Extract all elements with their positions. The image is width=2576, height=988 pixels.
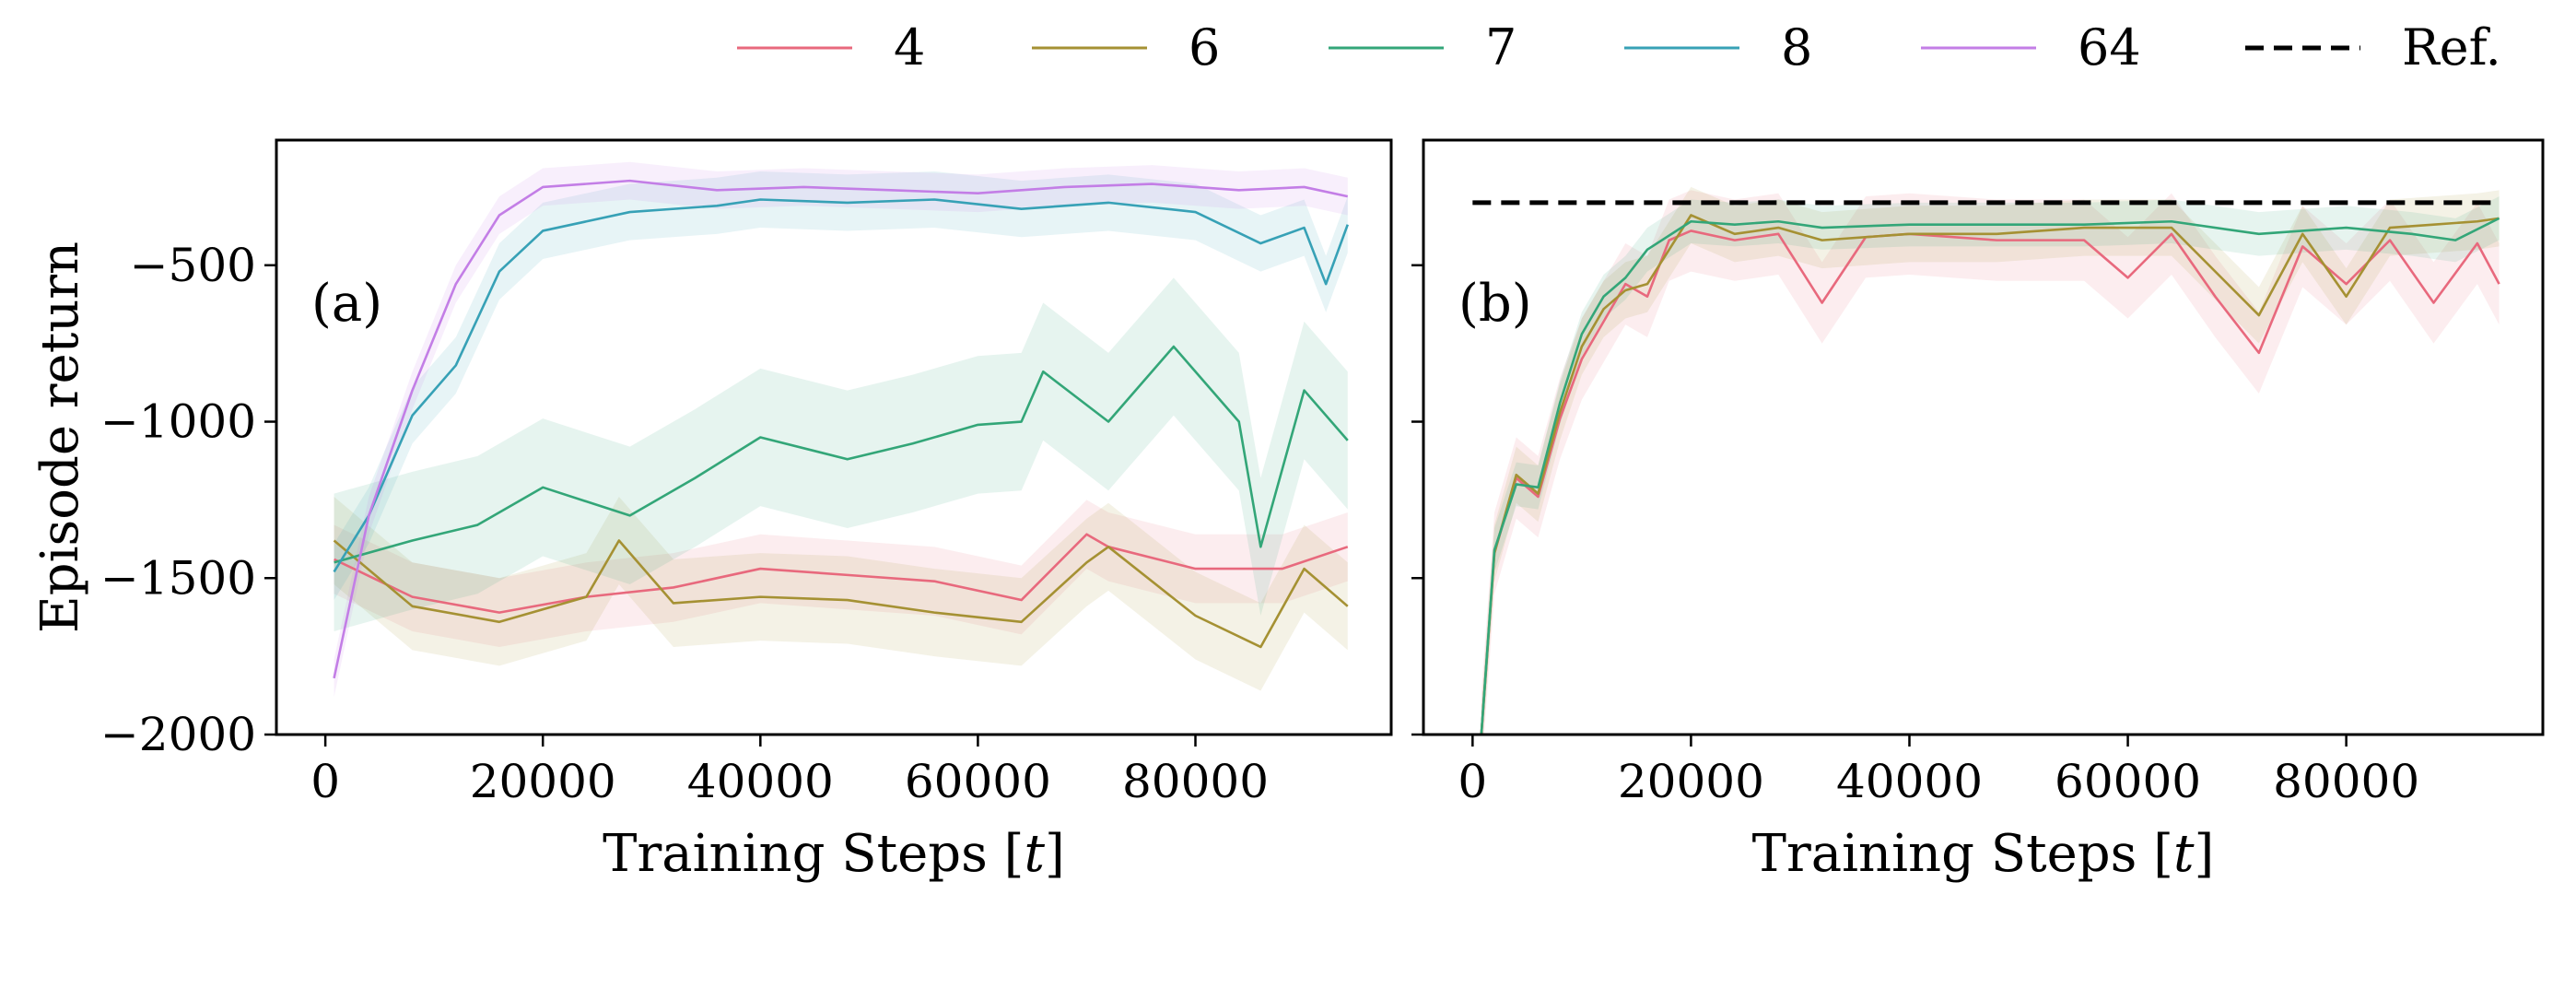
- y-tick-label: −2000: [100, 708, 256, 761]
- legend-label-4: 4: [894, 18, 925, 76]
- legend-label-64: 64: [2078, 18, 2141, 76]
- legend-label-7: 7: [1485, 18, 1516, 76]
- legend: 4 6 7 8 64 Ref.: [737, 18, 2501, 76]
- y-axis-title: Episode return: [30, 241, 90, 633]
- series-line-6: [333, 539, 1349, 649]
- x-tick-label: 0: [310, 755, 340, 808]
- x-tick-label: 80000: [1122, 755, 1269, 808]
- series-band-4: [1481, 190, 2500, 735]
- x-axis-title-var: t: [1024, 824, 1045, 884]
- series-line-4: [334, 533, 1349, 614]
- x-axis-title-part: Training Steps [: [1752, 824, 2173, 884]
- series-band-8: [334, 171, 1348, 601]
- x-tick-label: 40000: [687, 755, 834, 808]
- series-band-6: [334, 497, 1348, 691]
- x-tick-label: 60000: [2055, 755, 2201, 808]
- plot-area: [333, 161, 1350, 698]
- panel-a-chart: 0 20000 40000 60000 80000 −2000 −1500 −1000 −500…: [30, 138, 1393, 884]
- x-tick-label: 20000: [1618, 755, 1764, 808]
- x-tick-label: 40000: [1836, 755, 1983, 808]
- plot-area: [1472, 186, 2500, 735]
- series-band-6: [1481, 186, 2500, 735]
- x-axis-title-part: Training Steps [: [603, 824, 1024, 884]
- x-tick-label: 60000: [905, 755, 1051, 808]
- series-line-7: [1480, 217, 2500, 735]
- x-tick-label: 0: [1458, 755, 1487, 808]
- x-axis-title-part: ]: [2195, 824, 2215, 884]
- x-axis-title-var: t: [2173, 824, 2195, 884]
- y-tick-label: −1000: [100, 395, 256, 449]
- x-axis-title: Training Steps [t]: [1752, 824, 2215, 884]
- legend-label-Ref.: Ref.: [2402, 18, 2501, 76]
- series-line-6: [1480, 214, 2500, 735]
- x-tick-label: 20000: [470, 755, 616, 808]
- series-line-7: [334, 345, 1349, 564]
- x-axis-title-part: ]: [1045, 824, 1065, 884]
- plot-frame: [275, 138, 1393, 736]
- panel-label: (a): [311, 274, 382, 334]
- series-line-64: [333, 179, 1349, 679]
- y-tick-label: −1500: [100, 551, 256, 605]
- x-tick-label: 80000: [2273, 755, 2419, 808]
- panel-label: (b): [1458, 274, 1532, 334]
- series-band-7: [334, 277, 1348, 631]
- y-tick-label: −500: [130, 239, 256, 292]
- series-line-8: [333, 198, 1350, 573]
- legend-label-6: 6: [1188, 18, 1220, 76]
- legend-label-8: 8: [1781, 18, 1812, 76]
- x-axis-title: Training Steps [t]: [603, 824, 1065, 884]
- plot-frame: [1422, 138, 2545, 736]
- panel-b-chart: 0 20000 40000 60000 80000 (b) Training Steps […: [1411, 138, 2545, 884]
